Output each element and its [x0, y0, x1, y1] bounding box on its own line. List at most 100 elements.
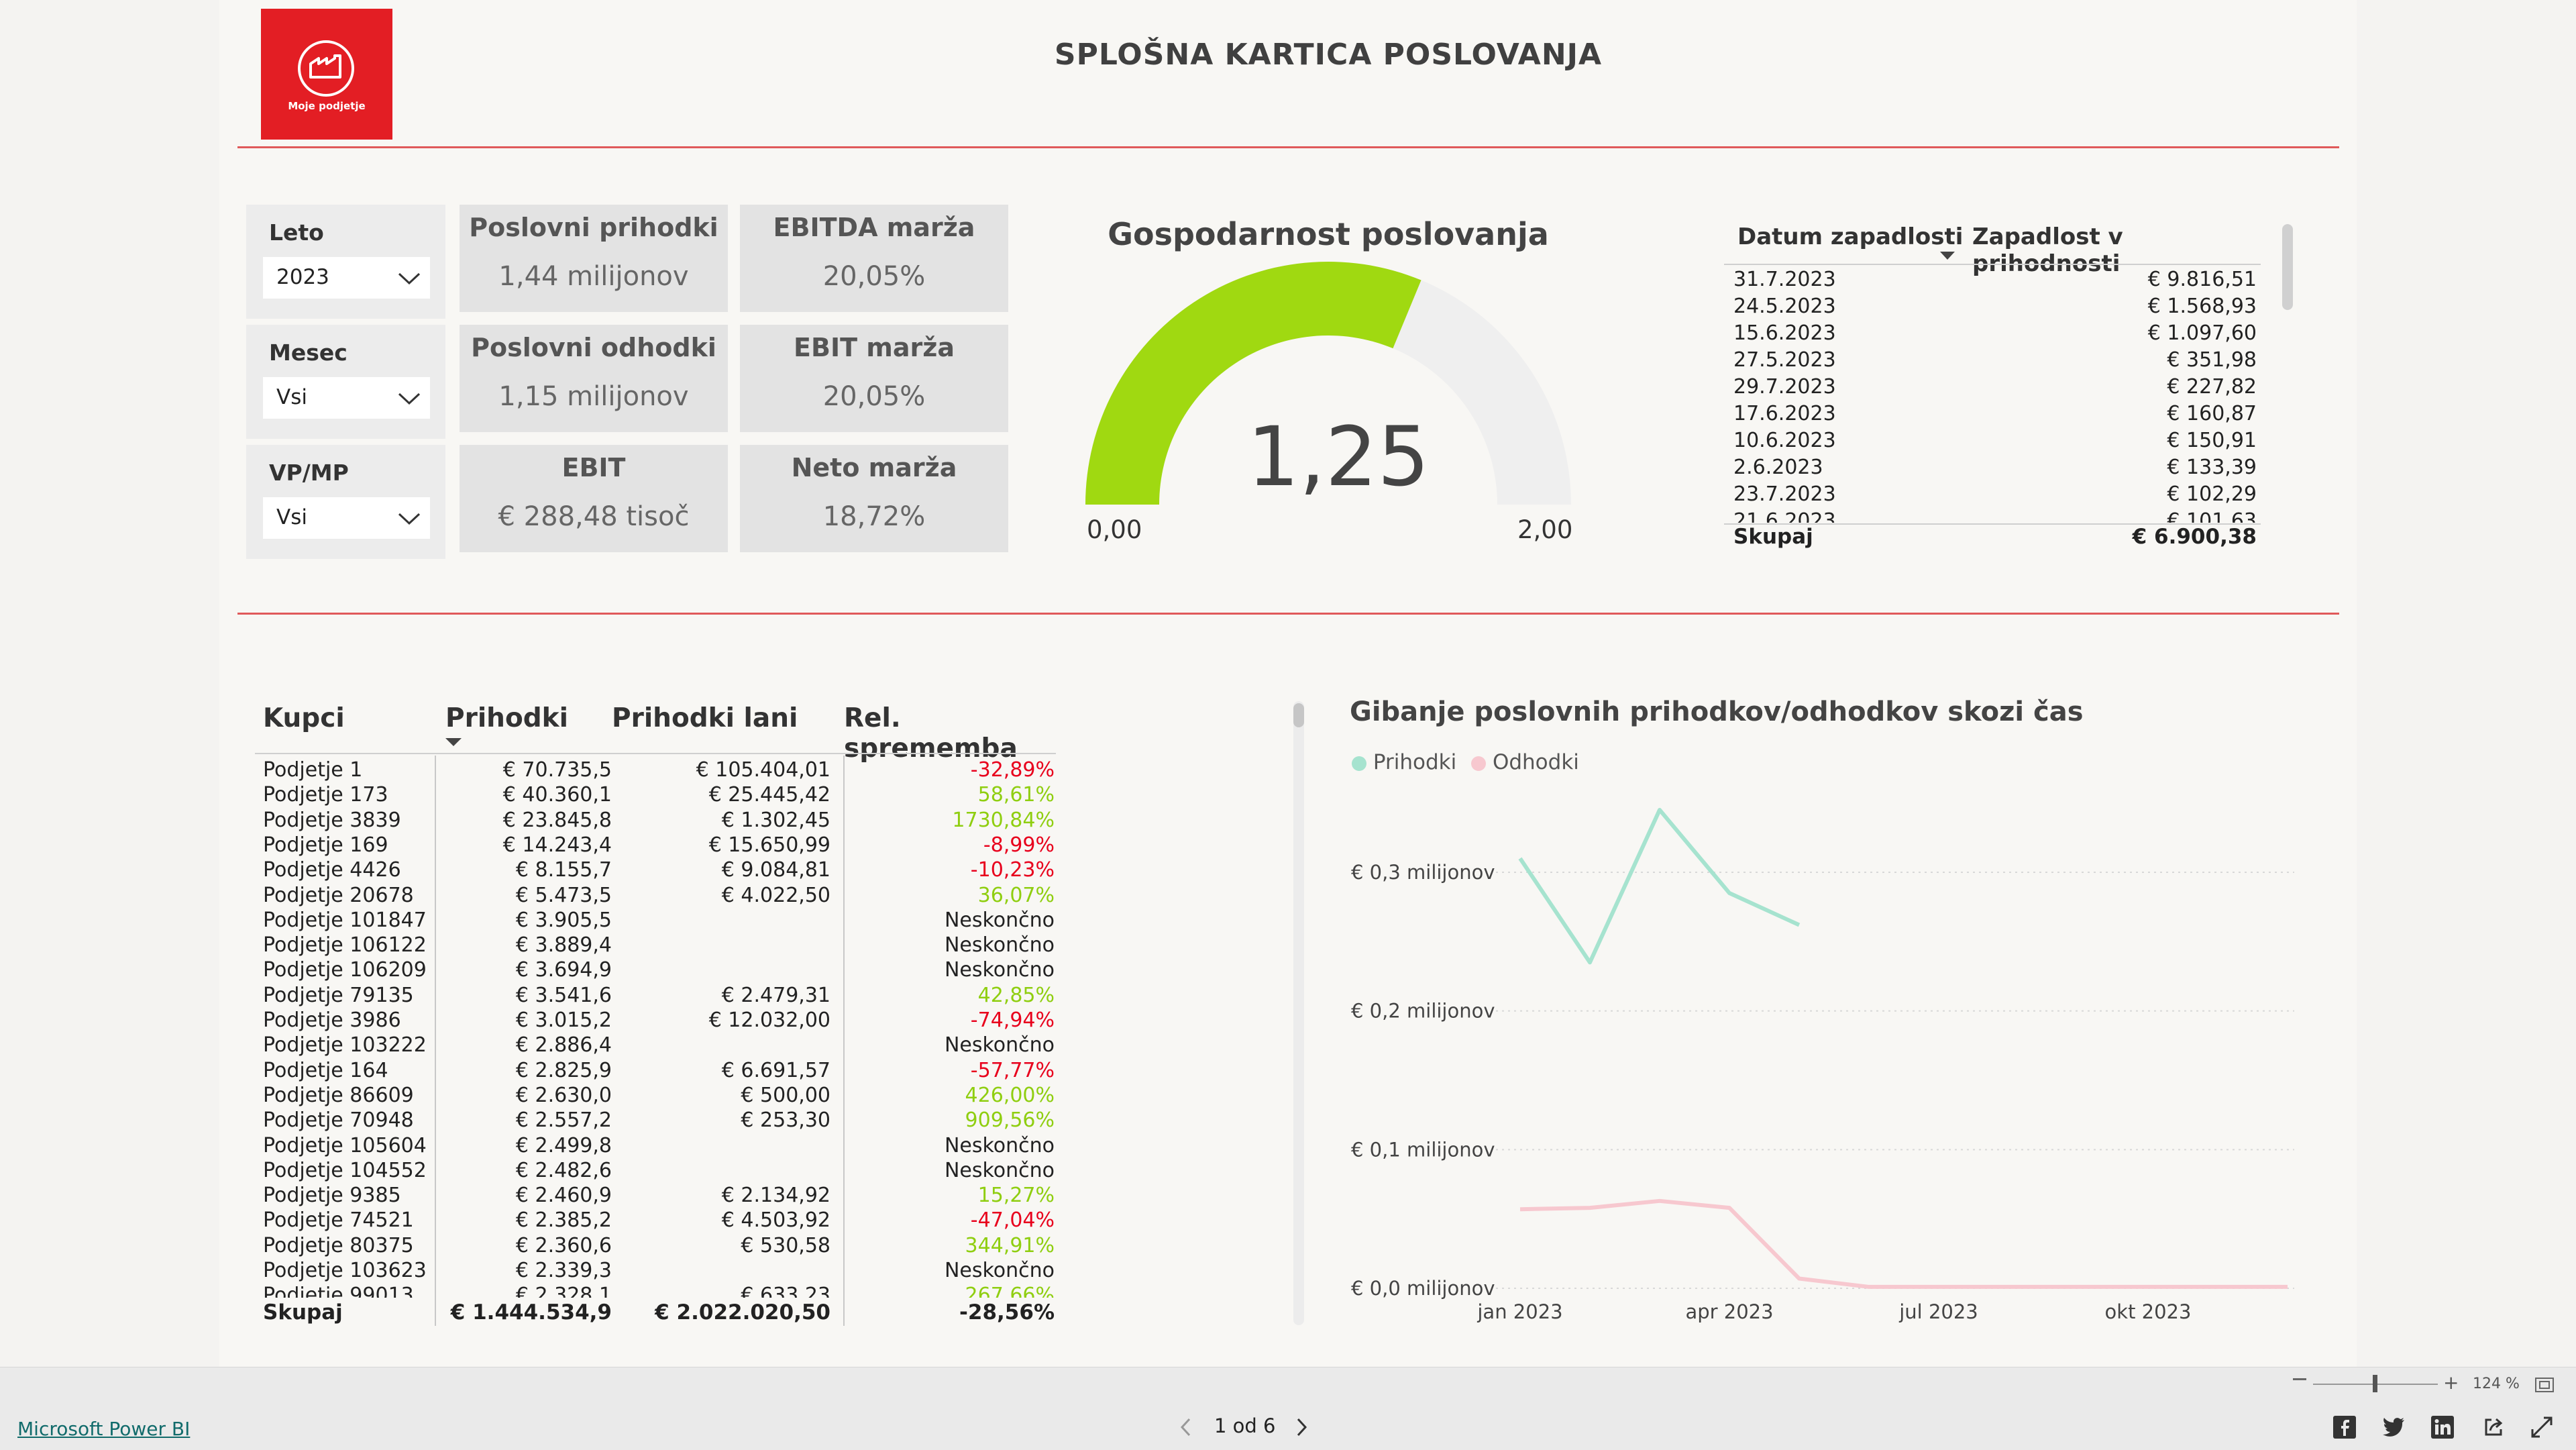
table-row[interactable]: Podjetje 105604 € 2.499,8 Neskončno [263, 1134, 1055, 1159]
due-amount: € 1.568,93 [2147, 295, 2257, 318]
series-line-prihodki[interactable] [1518, 808, 1801, 965]
power-bi-link[interactable]: Microsoft Power BI [17, 1418, 191, 1440]
customer-name: Podjetje 80375 [263, 1233, 414, 1257]
revenue: € 8.155,7 [515, 858, 612, 882]
table-row[interactable]: 21.6.2023 € 101,63 [1733, 509, 2257, 523]
relative-change: Neskončno [944, 958, 1055, 982]
revenue-last-year: € 4.503,92 [721, 1208, 830, 1233]
legend-marker-odhodki [1471, 756, 1487, 771]
table-row[interactable]: 10.6.2023 € 150,91 [1733, 429, 2257, 456]
customer-name: Podjetje 70948 [263, 1108, 414, 1133]
relative-change: Neskončno [944, 1133, 1055, 1157]
linkedin-icon[interactable] [2431, 1416, 2454, 1439]
kpi-title: Poslovni odhodki [471, 333, 716, 362]
due-amount: € 227,82 [2167, 375, 2257, 399]
table-row[interactable]: 24.5.2023 € 1.568,93 [1733, 295, 2257, 321]
table-row[interactable]: Podjetje 4426 € 8.155,7 € 9.084,81 -10,23% [263, 858, 1055, 883]
kpi-card-poslovni-prihodki: Poslovni prihodki 1,44 milijonov [460, 205, 728, 312]
table-row[interactable]: Podjetje 74521 € 2.385,2 € 4.503,92 -47,04% [263, 1208, 1055, 1233]
legend-label-prihodki[interactable]: Prihodki [1373, 750, 1457, 774]
table-row[interactable]: Podjetje 106122 € 3.889,4 Neskončno [263, 933, 1055, 958]
total-divider [1724, 523, 2261, 525]
gauge-min-label: 0,00 [1087, 515, 1142, 544]
revenue-last-year: € 633,23 [741, 1284, 830, 1298]
table-row[interactable]: 29.7.2023 € 227,82 [1733, 375, 2257, 402]
table-row[interactable]: 31.7.2023 € 9.816,51 [1733, 268, 2257, 295]
revenue: € 2.886,4 [515, 1033, 612, 1057]
table-row[interactable]: Podjetje 86609 € 2.630,0 € 500,00 426,00% [263, 1084, 1055, 1108]
column-header-kupci[interactable]: Kupci [263, 703, 345, 733]
table-row[interactable]: Podjetje 173 € 40.360,1 € 25.445,42 58,61% [263, 783, 1055, 808]
zoom-in-button[interactable]: + [2443, 1371, 2459, 1394]
relative-change: 909,56% [965, 1108, 1055, 1133]
column-header-prihodki-lani[interactable]: Prihodki lani [612, 703, 798, 733]
revenue-last-year: € 530,58 [741, 1233, 830, 1257]
table-row[interactable]: Podjetje 20678 € 5.473,5 € 4.022,50 36,07% [263, 884, 1055, 909]
kpi-value: 1,15 milijonov [498, 381, 689, 412]
revenue-last-year: € 2.479,31 [721, 983, 830, 1007]
due-amount: € 150,91 [2167, 429, 2257, 452]
fit-page-icon[interactable] [2534, 1377, 2555, 1393]
table-row[interactable]: Podjetje 164 € 2.825,9 € 6.691,57 -57,77% [263, 1059, 1055, 1084]
page-title: SPLOŠNA KARTICA POSLOVANJA [1054, 38, 1603, 72]
revenue-last-year: € 25.445,42 [708, 783, 830, 807]
column-header-prihodki[interactable]: Prihodki [445, 703, 568, 733]
header-underline [255, 753, 1056, 754]
table-row[interactable]: Podjetje 103623 € 2.339,3 Neskončno [263, 1259, 1055, 1284]
zoom-out-button[interactable] [2293, 1378, 2306, 1380]
chart-scroll-track [1293, 701, 1304, 1325]
chevron-right-icon[interactable] [1295, 1417, 1308, 1437]
table-row[interactable]: 15.6.2023 € 1.097,60 [1733, 321, 2257, 348]
revenue: € 3.889,4 [515, 933, 612, 957]
column-header-rel-sprememba[interactable]: Rel. sprememba [844, 703, 1018, 764]
customer-name: Podjetje 105604 [263, 1133, 427, 1157]
table-row[interactable]: Podjetje 99013 € 2.328,1 € 633,23 267,66% [263, 1284, 1055, 1298]
chevron-left-icon[interactable] [1179, 1417, 1193, 1437]
table-row[interactable]: Podjetje 169 € 14.243,4 € 15.650,99 -8,99% [263, 833, 1055, 858]
legend-marker-prihodki [1352, 756, 1366, 771]
table-row[interactable]: Podjetje 1 € 70.735,5 € 105.404,01 -32,89% [263, 758, 1055, 783]
table-row[interactable]: Podjetje 103222 € 2.886,4 Neskončno [263, 1033, 1055, 1058]
table-row[interactable]: Podjetje 9385 € 2.460,9 € 2.134,92 15,27% [263, 1184, 1055, 1208]
series-line-odhodki[interactable] [1519, 1198, 2288, 1289]
table-row[interactable]: 27.5.2023 € 351,98 [1733, 348, 2257, 375]
table-row[interactable]: Podjetje 101847 € 3.905,5 Neskončno [263, 909, 1055, 933]
sort-descending-icon [1940, 252, 1955, 260]
table-row[interactable]: 2.6.2023 € 133,39 [1733, 456, 2257, 482]
table-row[interactable]: Podjetje 104552 € 2.482,6 Neskončno [263, 1159, 1055, 1184]
fullscreen-icon[interactable] [2530, 1416, 2553, 1439]
table-row[interactable]: Podjetje 79135 € 3.541,6 € 2.479,31 42,85% [263, 984, 1055, 1008]
footer-bar [0, 1367, 2576, 1450]
slicer-mesec-dropdown[interactable]: Vsi [263, 377, 430, 419]
revenue-last-year: € 1.302,45 [721, 808, 830, 832]
gauge-title: Gospodarnost poslovanja [1108, 216, 1549, 252]
table-row[interactable]: Podjetje 106209 € 3.694,9 Neskončno [263, 958, 1055, 983]
table-row[interactable]: 23.7.2023 € 102,29 [1733, 482, 2257, 509]
relative-change: 1730,84% [952, 808, 1055, 832]
due-amount: € 160,87 [2167, 402, 2257, 425]
due-amount: € 9.816,51 [2147, 268, 2257, 291]
facebook-icon[interactable] [2333, 1416, 2356, 1439]
table-row[interactable]: Podjetje 70948 € 2.557,2 € 253,30 909,56% [263, 1108, 1055, 1133]
column-header-date[interactable]: Datum zapadlosti [1737, 223, 1964, 250]
table-row[interactable]: 17.6.2023 € 160,87 [1733, 402, 2257, 429]
share-icon[interactable] [2482, 1416, 2505, 1439]
due-date: 23.7.2023 [1733, 482, 1836, 506]
table-row[interactable]: Podjetje 3986 € 3.015,2 € 12.032,00 -74,94% [263, 1008, 1055, 1033]
kpi-value: 20,05% [822, 381, 926, 412]
slicer-vpmp-dropdown[interactable]: Vsi [263, 497, 430, 539]
chevron-down-icon [398, 513, 421, 525]
customer-name: Podjetje 4426 [263, 858, 401, 882]
due-date: 29.7.2023 [1733, 375, 1836, 399]
zoom-slider-handle[interactable] [2373, 1375, 2377, 1392]
x-tick-label: jan 2023 [1477, 1300, 1562, 1323]
twitter-icon[interactable] [2381, 1416, 2406, 1439]
table-row[interactable]: Podjetje 80375 € 2.360,6 € 530,58 344,91% [263, 1234, 1055, 1259]
table-row[interactable]: Podjetje 3839 € 23.845,8 € 1.302,45 1730,84… [263, 809, 1055, 833]
slicer-leto-dropdown[interactable]: 2023 [263, 257, 430, 299]
payables-total-row: Skupaj € 6.900,38 [1733, 525, 2257, 552]
relative-change: 58,61% [977, 783, 1055, 807]
payables-scrollbar[interactable] [2282, 224, 2293, 310]
legend-label-odhodki[interactable]: Odhodki [1492, 750, 1579, 774]
chart-scrollbar[interactable] [1293, 703, 1304, 727]
